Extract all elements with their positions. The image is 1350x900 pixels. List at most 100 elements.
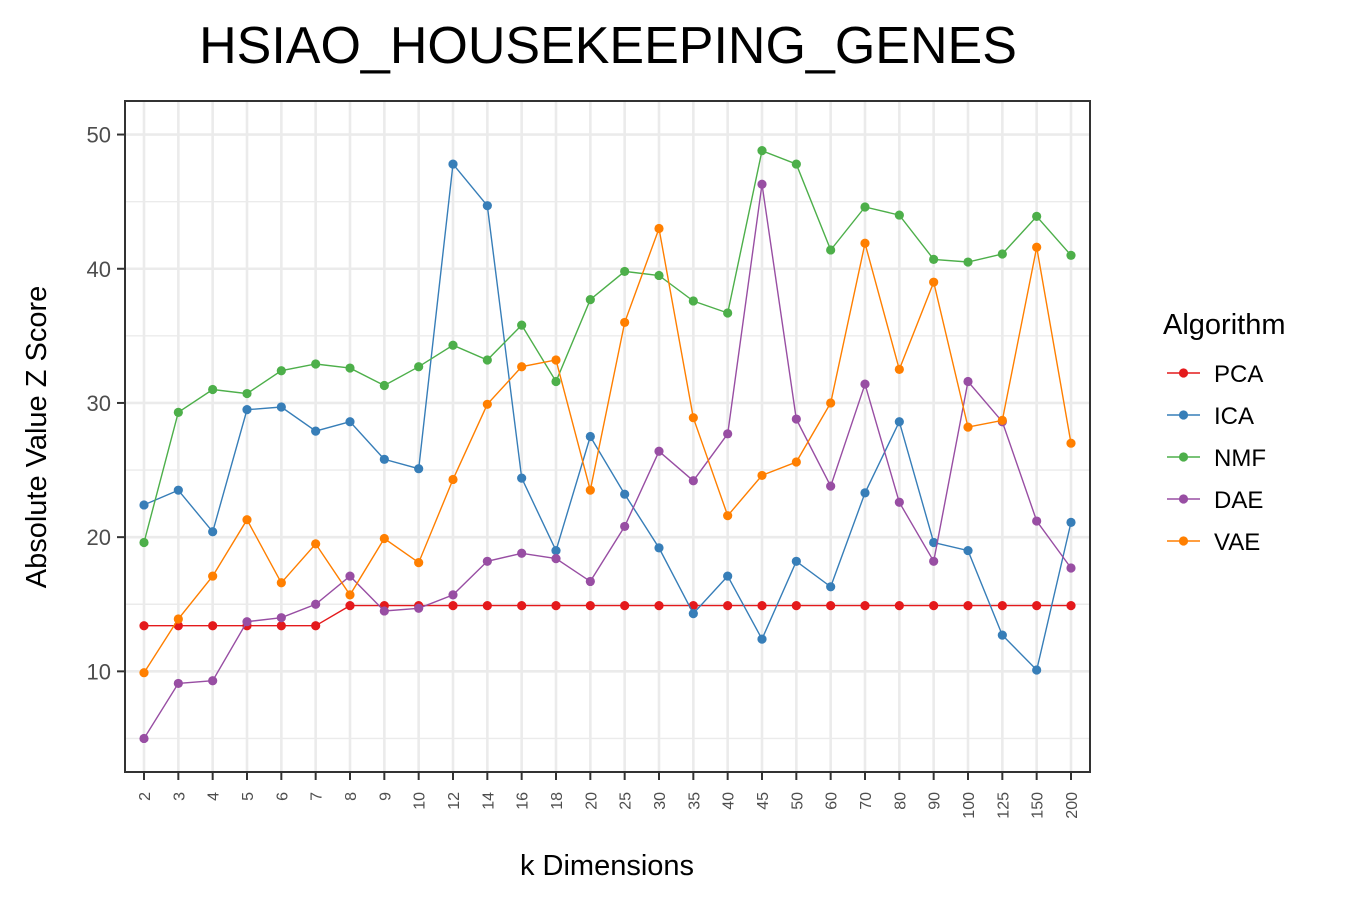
- data-point: [448, 590, 458, 600]
- data-point: [517, 320, 527, 330]
- data-point: [517, 600, 527, 611]
- x-tick-label: 9: [377, 792, 394, 801]
- data-point: [723, 511, 733, 521]
- data-point: [242, 388, 252, 399]
- y-tick-label: 10: [87, 659, 111, 684]
- data-point: [997, 600, 1007, 611]
- data-point: [894, 497, 904, 507]
- data-point: [379, 454, 389, 464]
- y-tick-label: 40: [87, 257, 111, 282]
- x-tick-label: 35: [686, 792, 703, 810]
- data-point: [860, 600, 870, 611]
- x-tick-label: 80: [892, 792, 909, 810]
- data-point: [860, 488, 870, 498]
- data-point: [929, 556, 939, 566]
- legend-item-ica: ICA: [1167, 403, 1254, 430]
- legend-title: Algorithm: [1163, 309, 1286, 341]
- x-tick-label: 70: [858, 792, 875, 810]
- data-point: [311, 599, 321, 609]
- data-point: [551, 355, 561, 365]
- data-point: [654, 270, 664, 281]
- data-point: [482, 399, 492, 409]
- data-point: [276, 578, 286, 588]
- y-tick-label: 50: [87, 123, 111, 148]
- data-point: [448, 159, 458, 169]
- data-point: [517, 362, 527, 372]
- data-point: [723, 571, 733, 581]
- x-tick-label: 14: [480, 792, 497, 810]
- data-point: [723, 429, 733, 439]
- data-point: [379, 533, 389, 544]
- data-point: [1032, 242, 1042, 252]
- data-point: [414, 603, 424, 613]
- data-point: [826, 245, 836, 255]
- x-tick-label: 25: [618, 792, 635, 810]
- data-point: [517, 473, 527, 483]
- data-point: [654, 223, 664, 234]
- data-point: [208, 527, 218, 537]
- data-point: [139, 537, 149, 548]
- data-point: [585, 431, 595, 442]
- x-tick-label: 125: [995, 792, 1012, 819]
- legend-key-point: [1178, 536, 1189, 546]
- data-point: [620, 521, 630, 532]
- data-point: [139, 668, 149, 678]
- x-tick-label: 30: [652, 792, 669, 810]
- data-point: [929, 254, 939, 264]
- data-point: [208, 676, 218, 686]
- x-tick-label: 100: [961, 792, 978, 819]
- legend-label: PCA: [1214, 361, 1263, 388]
- data-point: [139, 733, 149, 744]
- data-point: [139, 500, 149, 510]
- x-tick-label: 60: [824, 792, 841, 810]
- data-point: [963, 257, 973, 267]
- data-point: [654, 446, 664, 456]
- x-tick-label: 2: [137, 792, 154, 801]
- data-point: [791, 414, 801, 424]
- x-tick-label: 8: [343, 792, 360, 801]
- data-point: [379, 380, 389, 391]
- x-tick-label: 7: [309, 792, 326, 801]
- data-point: [963, 376, 973, 387]
- data-point: [929, 537, 939, 548]
- data-point: [482, 201, 492, 211]
- data-point: [482, 355, 492, 365]
- chart-title: HSIAO_HOUSEKEEPING_GENES: [199, 17, 1017, 75]
- x-tick-label: 10: [412, 792, 429, 810]
- legend-item-vae: VAE: [1167, 529, 1260, 556]
- data-point: [688, 413, 698, 423]
- data-point: [620, 266, 630, 277]
- legend-label: NMF: [1214, 445, 1266, 472]
- data-point: [585, 485, 595, 495]
- data-point: [963, 545, 973, 556]
- data-point: [1066, 600, 1076, 611]
- legend-label: VAE: [1214, 529, 1260, 556]
- data-point: [551, 554, 561, 564]
- data-point: [826, 582, 836, 592]
- data-point: [620, 600, 630, 611]
- data-point: [723, 600, 733, 611]
- data-point: [860, 238, 870, 248]
- data-point: [997, 415, 1007, 425]
- data-point: [826, 600, 836, 611]
- series-line: [143, 162, 1072, 672]
- data-point: [345, 571, 355, 581]
- legend-key-point: [1178, 452, 1189, 462]
- data-point: [997, 630, 1007, 640]
- data-point: [448, 474, 458, 485]
- x-tick-label: 16: [515, 792, 532, 810]
- data-point: [517, 548, 527, 558]
- data-point: [173, 678, 183, 689]
- x-tick-label: 12: [446, 792, 463, 810]
- data-point: [173, 407, 183, 417]
- data-point: [551, 545, 561, 556]
- data-point: [311, 359, 321, 369]
- data-point: [757, 179, 767, 189]
- data-point: [688, 296, 698, 306]
- grid: [125, 101, 1090, 772]
- data-point: [860, 202, 870, 212]
- plot-frame: [124, 100, 1091, 773]
- data-point: [826, 481, 836, 491]
- y-axis: 10 20 30 40 50: [87, 123, 125, 684]
